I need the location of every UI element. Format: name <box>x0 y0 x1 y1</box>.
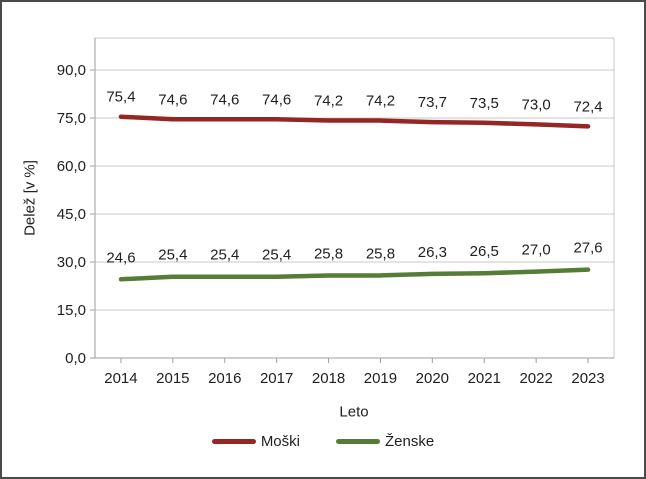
series-line-zenske <box>118 267 591 282</box>
legend-line-swatch-moski <box>211 438 256 444</box>
data-label: 73,5 <box>470 95 499 112</box>
data-label: 74,2 <box>366 93 395 110</box>
x-tick-label: 2022 <box>519 370 552 387</box>
y-tick-label: 90,0 <box>57 62 86 79</box>
x-tick-label: 2021 <box>468 370 501 387</box>
data-label: 25,4 <box>158 247 187 264</box>
data-label: 75,4 <box>106 89 135 106</box>
data-label: 73,7 <box>418 94 447 111</box>
data-label: 27,6 <box>573 240 602 257</box>
data-label: 74,6 <box>262 91 291 108</box>
y-tick-label: 45,0 <box>57 206 86 223</box>
y-tick-label: 0,0 <box>65 350 86 367</box>
data-label: 74,2 <box>314 93 343 110</box>
y-tick-label: 75,0 <box>57 110 86 127</box>
data-label: 74,6 <box>158 91 187 108</box>
y-tick-label: 15,0 <box>57 302 86 319</box>
data-label: 26,5 <box>470 243 499 260</box>
x-tick-label: 2018 <box>312 370 345 387</box>
series-line-moski <box>118 114 591 129</box>
data-label: 25,4 <box>262 247 291 264</box>
x-tick-label: 2016 <box>208 370 241 387</box>
data-label: 25,8 <box>314 245 343 262</box>
data-label: 73,0 <box>522 96 551 113</box>
legend: Moški Ženske <box>0 432 646 450</box>
legend-item-zenske: Ženske <box>335 432 435 450</box>
data-label: 72,4 <box>573 98 602 115</box>
x-tick-label: 2020 <box>416 370 449 387</box>
x-tick-label: 2017 <box>260 370 293 387</box>
y-tick-label: 60,0 <box>57 158 86 175</box>
x-tick-label: 2023 <box>571 370 604 387</box>
x-tick-label: 2015 <box>156 370 189 387</box>
x-tick-label: 2019 <box>364 370 397 387</box>
data-label: 27,0 <box>522 242 551 259</box>
data-label: 74,6 <box>210 91 239 108</box>
legend-label-moski: Moški <box>260 432 300 450</box>
x-tick-label: 2014 <box>104 370 137 387</box>
y-axis-title: Delež [v %] <box>21 160 39 236</box>
data-label: 26,3 <box>418 244 447 261</box>
x-axis-title: Leto <box>339 403 369 421</box>
legend-label-zenske: Ženske <box>384 432 435 450</box>
data-label: 25,4 <box>210 247 239 264</box>
data-label: 25,8 <box>366 245 395 262</box>
legend-line-swatch-zenske <box>335 438 380 444</box>
y-tick-label: 30,0 <box>57 254 86 271</box>
legend-item-moski: Moški <box>211 432 300 450</box>
data-label: 24,6 <box>106 249 135 266</box>
